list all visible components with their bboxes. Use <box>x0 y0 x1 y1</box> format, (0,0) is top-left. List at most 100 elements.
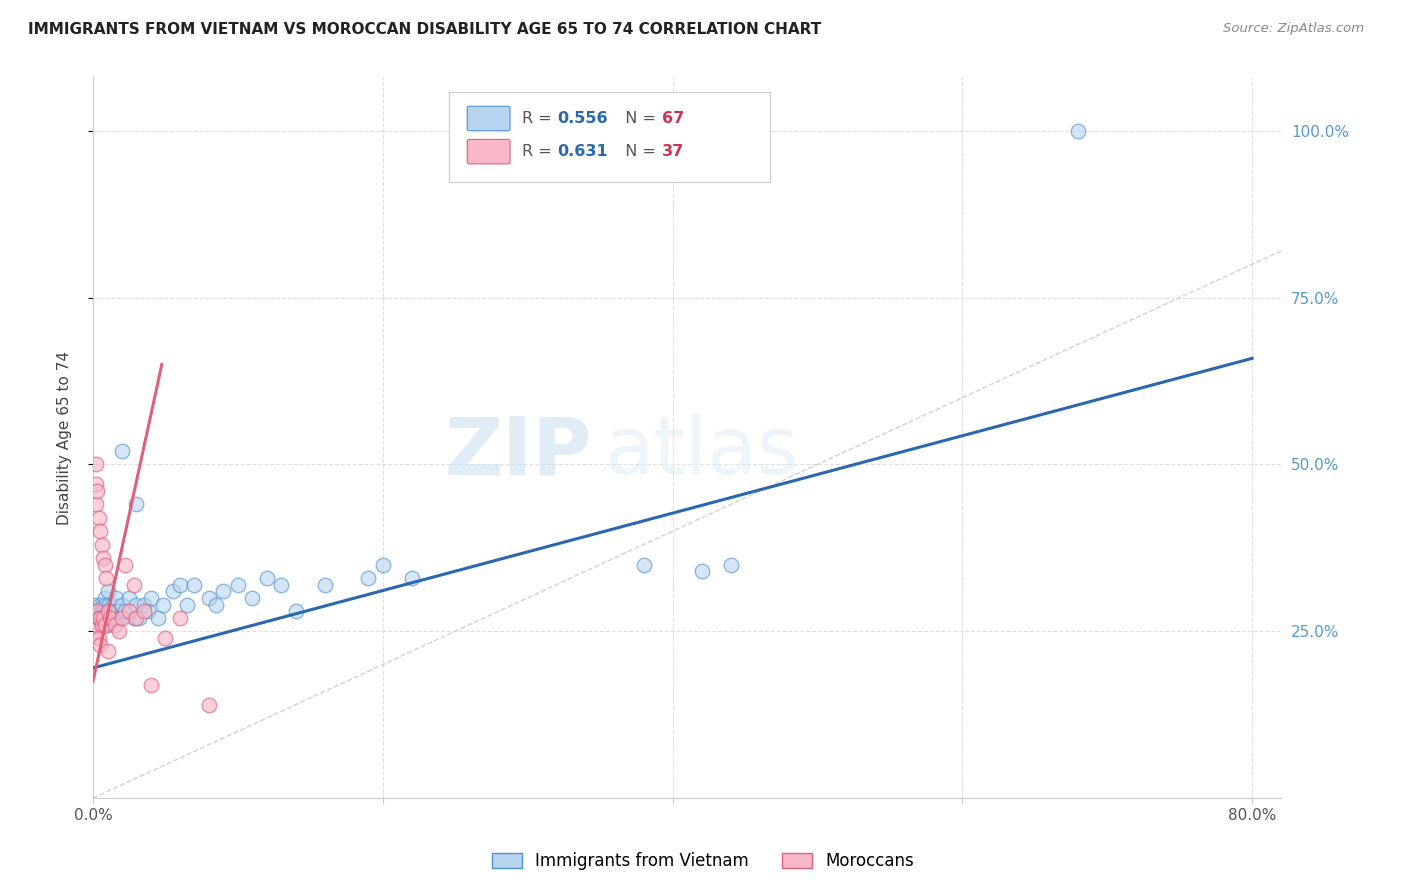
Point <box>91 611 114 625</box>
Point <box>89 598 111 612</box>
Text: IMMIGRANTS FROM VIETNAM VS MOROCCAN DISABILITY AGE 65 TO 74 CORRELATION CHART: IMMIGRANTS FROM VIETNAM VS MOROCCAN DISA… <box>28 22 821 37</box>
Point <box>128 611 150 625</box>
Point <box>242 591 264 605</box>
Point <box>183 577 205 591</box>
Point <box>111 444 134 458</box>
Point <box>83 624 105 639</box>
Text: 0.556: 0.556 <box>558 111 609 126</box>
Point <box>270 577 292 591</box>
Point <box>125 498 148 512</box>
Point <box>401 571 423 585</box>
Point <box>132 598 155 612</box>
Point <box>720 558 742 572</box>
Point <box>84 498 107 512</box>
Point <box>690 564 713 578</box>
Text: 0.631: 0.631 <box>558 145 609 159</box>
Point <box>90 617 112 632</box>
Point <box>152 598 174 612</box>
Point <box>83 617 105 632</box>
Point <box>107 604 129 618</box>
Point <box>314 577 336 591</box>
Point <box>93 617 115 632</box>
Point <box>83 617 105 632</box>
Point <box>1067 124 1090 138</box>
Point <box>96 604 118 618</box>
Point <box>84 477 107 491</box>
Point <box>169 577 191 591</box>
Text: 67: 67 <box>662 111 685 126</box>
Point <box>132 604 155 618</box>
Point <box>87 631 110 645</box>
Point <box>96 644 118 658</box>
Point <box>87 511 110 525</box>
Point <box>136 604 159 618</box>
Text: ZIP: ZIP <box>444 413 592 491</box>
Text: atlas: atlas <box>605 413 799 491</box>
Point <box>371 558 394 572</box>
Point <box>256 571 278 585</box>
FancyBboxPatch shape <box>450 92 770 182</box>
Point <box>93 558 115 572</box>
Point <box>84 598 107 612</box>
Point <box>90 617 112 632</box>
Legend: Immigrants from Vietnam, Moroccans: Immigrants from Vietnam, Moroccans <box>485 846 921 877</box>
Point <box>86 624 108 639</box>
Point <box>111 611 134 625</box>
Point <box>176 598 198 612</box>
Point <box>87 617 110 632</box>
Point <box>105 591 128 605</box>
Point <box>83 611 105 625</box>
Point <box>86 484 108 499</box>
Point <box>118 591 141 605</box>
Point <box>89 617 111 632</box>
Point <box>97 598 120 612</box>
Text: N =: N = <box>614 145 661 159</box>
FancyBboxPatch shape <box>467 139 510 164</box>
Point <box>89 638 111 652</box>
Point <box>100 604 122 618</box>
Point <box>84 458 107 472</box>
Point <box>93 591 115 605</box>
Point <box>93 617 115 632</box>
Point <box>108 624 131 639</box>
Point <box>169 611 191 625</box>
Point <box>96 617 118 632</box>
Point <box>122 611 145 625</box>
Point <box>101 611 124 625</box>
Point <box>91 550 114 565</box>
Point <box>155 631 177 645</box>
Point <box>89 524 111 538</box>
Point <box>114 604 136 618</box>
Point <box>90 604 112 618</box>
Point <box>91 611 114 625</box>
Point <box>94 598 117 612</box>
Point <box>87 611 110 625</box>
Point <box>357 571 380 585</box>
Point <box>87 604 110 618</box>
Point <box>90 611 112 625</box>
Point <box>104 611 127 625</box>
Point <box>148 611 170 625</box>
Point <box>89 611 111 625</box>
Text: Source: ZipAtlas.com: Source: ZipAtlas.com <box>1223 22 1364 36</box>
Point <box>90 537 112 551</box>
Point <box>103 598 125 612</box>
Point <box>139 678 162 692</box>
Point <box>118 604 141 618</box>
Point <box>111 598 134 612</box>
Point <box>87 611 110 625</box>
Point <box>93 604 115 618</box>
Point <box>198 698 221 712</box>
Point <box>114 558 136 572</box>
Point <box>86 604 108 618</box>
Point <box>96 604 118 618</box>
Point <box>104 617 127 632</box>
Point <box>122 577 145 591</box>
Y-axis label: Disability Age 65 to 74: Disability Age 65 to 74 <box>58 351 72 524</box>
Text: R =: R = <box>522 111 557 126</box>
Text: N =: N = <box>614 111 661 126</box>
FancyBboxPatch shape <box>467 106 510 131</box>
Point <box>125 598 148 612</box>
Point <box>84 611 107 625</box>
Text: R =: R = <box>522 145 557 159</box>
